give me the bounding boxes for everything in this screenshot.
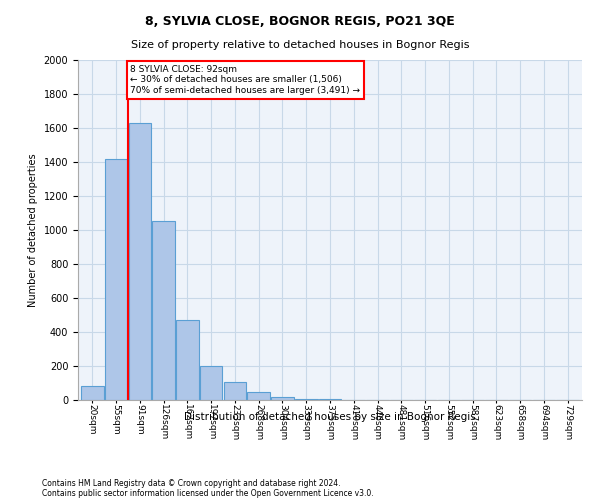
Bar	[105, 158, 127, 400]
Bar	[319, 399, 341, 400]
Text: Contains HM Land Registry data © Crown copyright and database right 2024.: Contains HM Land Registry data © Crown c…	[42, 478, 341, 488]
Text: Size of property relative to detached houses in Bognor Regis: Size of property relative to detached ho…	[131, 40, 469, 50]
Bar	[247, 392, 270, 400]
Text: 8 SYLVIA CLOSE: 92sqm
← 30% of detached houses are smaller (1,506)
70% of semi-d: 8 SYLVIA CLOSE: 92sqm ← 30% of detached …	[130, 65, 361, 95]
Text: Contains public sector information licensed under the Open Government Licence v3: Contains public sector information licen…	[42, 488, 374, 498]
Bar	[81, 386, 104, 400]
Bar	[176, 320, 199, 400]
Text: Distribution of detached houses by size in Bognor Regis: Distribution of detached houses by size …	[184, 412, 476, 422]
Bar	[271, 396, 294, 400]
Text: 8, SYLVIA CLOSE, BOGNOR REGIS, PO21 3QE: 8, SYLVIA CLOSE, BOGNOR REGIS, PO21 3QE	[145, 15, 455, 28]
Bar	[152, 222, 175, 400]
Bar	[224, 382, 246, 400]
Bar	[128, 123, 151, 400]
Y-axis label: Number of detached properties: Number of detached properties	[28, 153, 38, 307]
Bar	[295, 399, 317, 400]
Bar	[200, 366, 223, 400]
